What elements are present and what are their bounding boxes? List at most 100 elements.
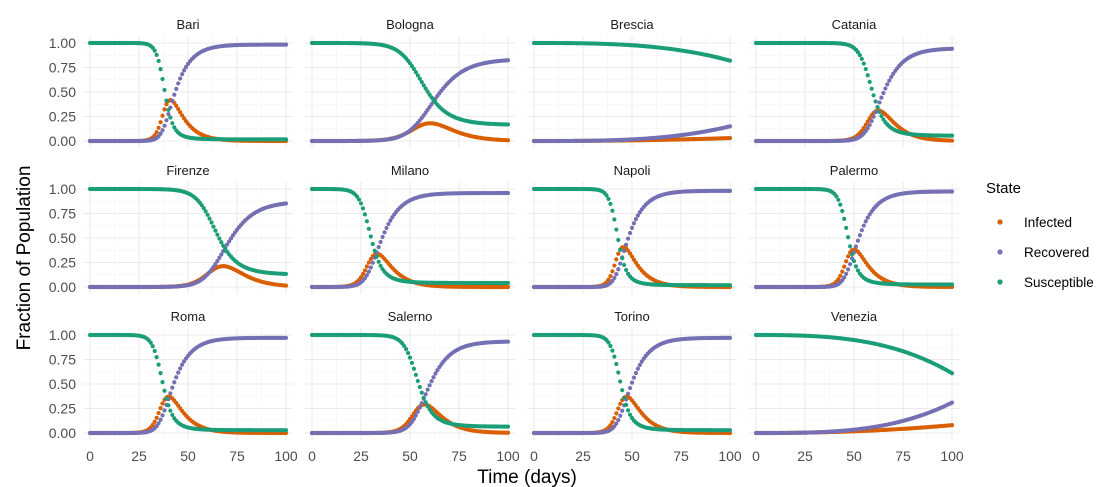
series-recovered-milano [309, 190, 511, 290]
point-susceptible [608, 201, 613, 206]
point-recovered [283, 201, 289, 206]
point-susceptible [608, 343, 613, 349]
x-tick-label: 50 [846, 448, 862, 464]
point-recovered [168, 391, 173, 396]
point-recovered [873, 110, 878, 115]
point-susceptible [166, 107, 171, 113]
series-recovered-roma [87, 335, 289, 436]
point-susceptible [505, 424, 511, 429]
x-tick-label: 25 [353, 448, 369, 464]
point-susceptible [423, 400, 428, 405]
point-susceptible [211, 224, 216, 229]
point-recovered [413, 413, 418, 418]
point-recovered [170, 98, 175, 104]
point-susceptible [863, 66, 868, 72]
y-tick-label: 0.50 [49, 376, 76, 392]
y-tick-label: 0.50 [49, 84, 76, 100]
y-tick-label: 0.00 [49, 279, 76, 295]
point-susceptible [614, 361, 619, 367]
point-recovered [727, 188, 733, 193]
point-infected [618, 401, 623, 406]
series-recovered-venezia [753, 400, 955, 436]
point-recovered [622, 248, 627, 254]
point-recovered [949, 400, 955, 405]
x-tick-label: 75 [673, 448, 689, 464]
point-susceptible [604, 193, 609, 198]
point-infected [164, 102, 169, 107]
point-susceptible [419, 79, 424, 85]
point-recovered [627, 385, 633, 391]
point-recovered [370, 260, 375, 265]
point-recovered [865, 215, 870, 220]
series-recovered-bari [87, 42, 289, 144]
point-recovered [842, 275, 847, 280]
point-susceptible [409, 63, 415, 69]
point-recovered [166, 111, 171, 117]
series-recovered-firenze [87, 201, 289, 290]
point-recovered [883, 86, 888, 91]
point-susceptible [411, 66, 417, 72]
point-susceptible [415, 378, 420, 384]
point-recovered [614, 421, 619, 426]
legend-title: State [986, 180, 1021, 197]
point-recovered [162, 123, 167, 128]
point-susceptible [618, 247, 623, 252]
point-infected [154, 415, 159, 420]
point-recovered [180, 72, 185, 77]
panel-bari: Bari 0.00 0.25 0.50 0.75 1.00 [49, 17, 293, 149]
point-infected [180, 113, 185, 118]
strip-title-catania: Catania [832, 17, 878, 32]
point-infected [616, 406, 621, 411]
point-infected [362, 268, 368, 273]
point-recovered [625, 236, 631, 241]
point-susceptible [838, 202, 843, 207]
point-susceptible [849, 252, 855, 257]
panel-torino: Torino 0 25 50 75 100 [527, 309, 742, 464]
point-recovered [415, 409, 420, 414]
x-tick-label: 25 [797, 448, 813, 464]
point-recovered [378, 239, 383, 245]
point-recovered [637, 362, 642, 368]
point-recovered [174, 375, 179, 380]
series-recovered-brescia [531, 124, 733, 144]
series-susceptible-napoli [531, 186, 733, 288]
point-infected [616, 251, 621, 256]
point-susceptible [865, 73, 870, 78]
point-susceptible [170, 412, 175, 418]
series-recovered-catania [753, 46, 955, 144]
point-recovered [861, 223, 866, 228]
point-susceptible [154, 355, 159, 360]
point-infected [614, 257, 619, 262]
point-susceptible [949, 133, 955, 138]
x-tick-label: 0 [86, 448, 94, 464]
point-infected [160, 113, 165, 118]
point-infected [505, 284, 511, 290]
point-susceptible [425, 89, 430, 94]
point-recovered [160, 413, 165, 418]
point-recovered [384, 225, 389, 231]
point-recovered [386, 221, 391, 227]
point-susceptible [949, 371, 955, 376]
series-susceptible-torino [531, 332, 733, 433]
point-susceptible [834, 194, 839, 199]
x-tick-label: 0 [752, 448, 760, 464]
strip-title-firenze: Firenze [166, 163, 209, 178]
point-susceptible [859, 56, 864, 62]
y-tick-label: 0.50 [49, 230, 76, 246]
point-infected [842, 264, 847, 269]
point-infected [283, 283, 289, 288]
point-susceptible [364, 219, 369, 224]
y-tick-label: 0.00 [49, 425, 76, 441]
point-recovered [176, 370, 181, 375]
x-tick-label: 100 [940, 448, 964, 464]
legend-key-infected [997, 219, 1003, 225]
point-susceptible [405, 350, 411, 356]
series-susceptible-salerno [309, 332, 511, 429]
legend-key-susceptible [997, 279, 1003, 285]
point-susceptible [376, 259, 381, 264]
point-recovered [283, 335, 289, 340]
point-infected [158, 120, 163, 125]
point-recovered [164, 118, 169, 123]
point-recovered [417, 405, 422, 410]
